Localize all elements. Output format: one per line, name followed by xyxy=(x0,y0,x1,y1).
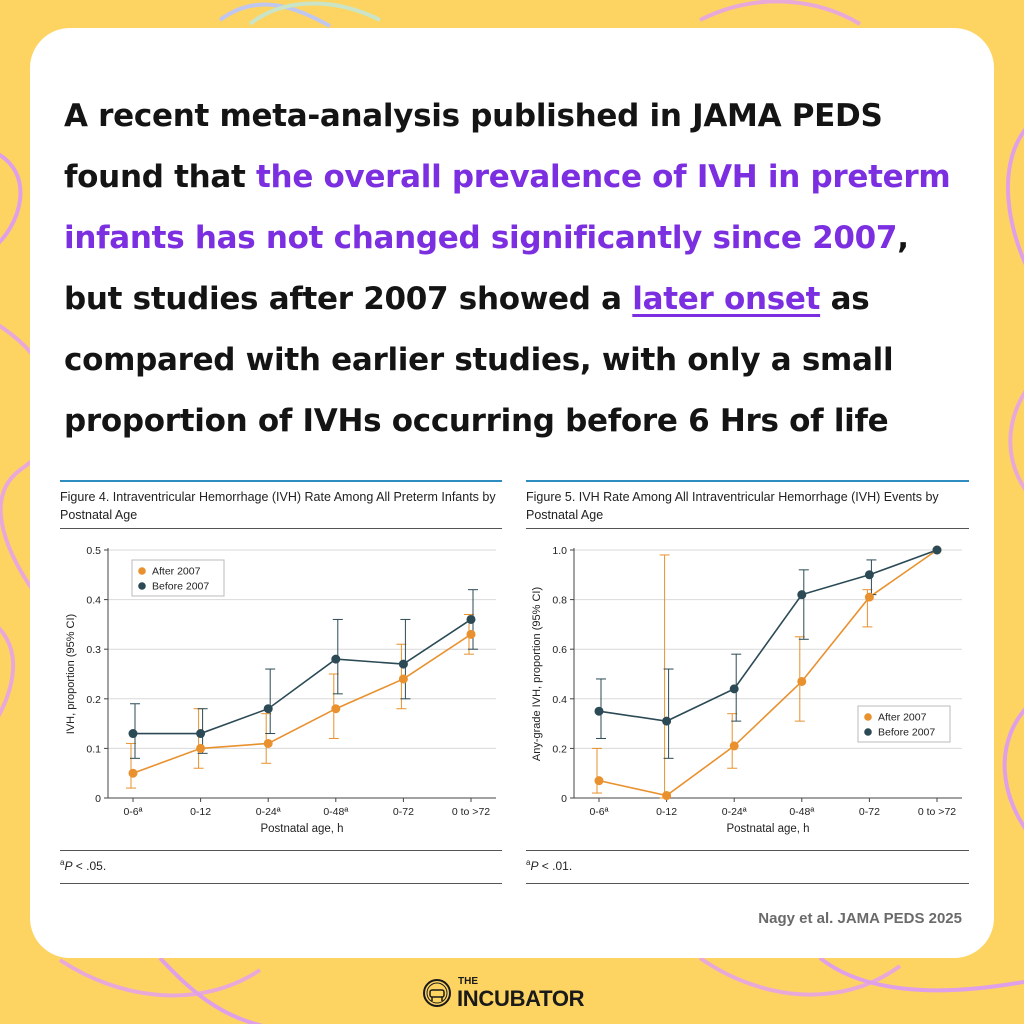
legend-box xyxy=(131,559,225,597)
content-card xyxy=(30,28,994,958)
x-tick-label: 0-12 xyxy=(656,806,677,818)
legend-marker xyxy=(138,582,146,590)
figure-4-chart: 0 0.1 0.2 0.3 0.4 0.5 0-6ª 0-12 0-24ª 0-48ª 0-72 0 … xyxy=(65,545,496,835)
data-point xyxy=(398,674,408,684)
x-tick-label: 0 to >72 xyxy=(452,806,490,818)
headline-highlight: the overall prevalence of IVH in preterm… xyxy=(64,159,951,256)
y-tick-label: 0 xyxy=(561,793,567,805)
data-point xyxy=(331,704,341,714)
y-tick-label: 0.5 xyxy=(86,545,101,557)
headline-part-1: A recent meta-analysis published in JAMA… xyxy=(64,98,883,195)
legend-marker xyxy=(138,567,146,575)
legend-label: After 2007 xyxy=(878,712,927,724)
figure-4: Figure 4. Intraventricular Hemorrhage (I… xyxy=(60,480,502,890)
x-tick-label: 0-48ª xyxy=(789,806,814,818)
figure-5-chart: 0 0.2 0.4 0.6 0.8 1.0 0-6ª 0-12 0-24ª 0-48ª 0-72 0 … xyxy=(531,545,962,835)
x-axis-label: Postnatal age, h xyxy=(726,823,809,835)
data-point xyxy=(864,570,874,580)
data-point xyxy=(398,659,408,669)
x-tick-label: 0-6ª xyxy=(123,806,142,818)
data-point xyxy=(594,706,604,716)
figure-5-bottom-rule xyxy=(526,850,969,851)
data-point xyxy=(466,614,476,624)
figure-5-title-rule xyxy=(526,528,969,529)
y-tick-label: 0.3 xyxy=(86,644,101,656)
figure-5: Figure 5. IVH Rate Among All Intraventri… xyxy=(526,480,969,890)
figure-4-title-rule xyxy=(60,528,502,529)
y-axis-label: IVH, proportion (95% CI) xyxy=(65,614,77,734)
x-tick-label: 0-48ª xyxy=(323,806,348,818)
figure-4-footnote-rule xyxy=(60,883,502,884)
legend-label: Before 2007 xyxy=(878,727,935,739)
y-tick-label: 0.6 xyxy=(552,644,567,656)
data-point xyxy=(263,738,273,748)
data-point xyxy=(594,776,604,786)
x-tick-label: 0-72 xyxy=(393,806,414,818)
logo-the-text: THE xyxy=(458,976,478,987)
logo-name-text: INCUBATOR xyxy=(457,986,585,1011)
x-tick-label: 0-72 xyxy=(859,806,880,818)
data-point xyxy=(729,741,739,751)
headline-part-2: , but studies after 2007 showed a xyxy=(64,220,909,317)
data-point xyxy=(128,729,138,739)
y-axis-label: Any-grade IVH, proportion (95% CI) xyxy=(531,587,543,761)
data-point xyxy=(263,704,273,714)
headline-part-3: as compared with earlier studies, with o… xyxy=(64,281,894,439)
y-tick-label: 0.1 xyxy=(86,743,101,755)
legend-box xyxy=(857,705,951,743)
figure-4-footnote: aP < .05. xyxy=(60,858,107,873)
y-tick-label: 0.8 xyxy=(552,595,567,607)
citation: Nagy et al. JAMA PEDS 2025 xyxy=(758,910,962,927)
incubator-icon xyxy=(423,979,451,1007)
headline-underline-link[interactable]: later onset xyxy=(632,281,821,317)
data-point xyxy=(932,545,942,555)
data-point xyxy=(797,676,807,686)
y-tick-label: 0.4 xyxy=(552,694,567,706)
x-tick-label: 0-12 xyxy=(190,806,211,818)
data-point xyxy=(864,592,874,602)
data-point xyxy=(797,590,807,600)
data-point xyxy=(466,629,476,639)
data-point xyxy=(128,768,138,778)
data-point xyxy=(662,791,672,801)
figure-4-title: Figure 4. Intraventricular Hemorrhage (I… xyxy=(60,490,496,522)
data-point xyxy=(331,654,341,664)
x-tick-label: 0-6ª xyxy=(589,806,608,818)
data-point xyxy=(196,743,206,753)
figure-5-footnote-rule xyxy=(526,883,969,884)
legend-label: Before 2007 xyxy=(152,581,209,593)
figure-5-footnote: aP < .01. xyxy=(526,858,573,873)
figure-5-title: Figure 5. IVH Rate Among All Intraventri… xyxy=(526,490,939,522)
series-line-after-2007 xyxy=(598,549,938,797)
figure-4-bottom-rule xyxy=(60,850,502,851)
series-line-after-2007 xyxy=(132,633,472,774)
y-tick-label: 0.2 xyxy=(552,743,567,755)
y-tick-label: 0 xyxy=(95,793,101,805)
legend-marker xyxy=(864,713,872,721)
series-line-before-2007 xyxy=(133,618,472,735)
y-tick-label: 0.2 xyxy=(86,694,101,706)
x-tick-label: 0-24ª xyxy=(722,806,747,818)
data-point xyxy=(196,729,206,739)
legend-label: After 2007 xyxy=(152,566,201,578)
y-tick-label: 1.0 xyxy=(552,545,567,557)
figure-4-top-rule xyxy=(60,480,502,482)
figure-5-top-rule xyxy=(526,480,969,482)
x-tick-label: 0 to >72 xyxy=(918,806,956,818)
data-point xyxy=(662,716,672,726)
data-point xyxy=(729,684,739,694)
headline-text: A recent meta-analysis published in JAMA… xyxy=(64,86,964,452)
legend-marker xyxy=(864,728,872,736)
x-axis-label: Postnatal age, h xyxy=(260,823,343,835)
y-tick-label: 0.4 xyxy=(86,595,101,607)
x-tick-label: 0-24ª xyxy=(256,806,281,818)
series-line-before-2007 xyxy=(598,549,938,722)
